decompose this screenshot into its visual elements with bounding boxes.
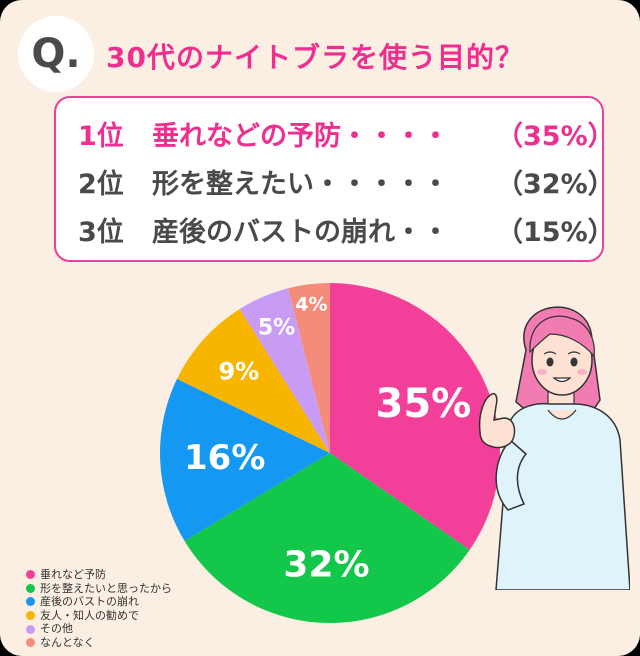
ranking-rank: 3位 bbox=[78, 217, 124, 248]
ranking-percent: （35%） bbox=[496, 121, 615, 152]
question-badge-text: Q. bbox=[31, 31, 81, 77]
chart-legend: 垂れなど予防 形を整えたいと思ったから 産後のバストの崩れ 友人・知人の勧めで その他な… bbox=[26, 568, 172, 650]
ranking-rank: 2位 bbox=[78, 169, 124, 200]
pie-slice-4 bbox=[176, 308, 330, 453]
ranking-label: 産後のバストの崩れ・・ bbox=[152, 217, 449, 248]
ranking-label: 形を整えたい・・・・・ bbox=[152, 169, 449, 200]
pie-slice-1 bbox=[330, 283, 501, 550]
legend-item: 友人・知人の勧めで bbox=[26, 609, 172, 623]
pie-data-label: 4% bbox=[295, 294, 327, 316]
pie-data-label: 35% bbox=[376, 381, 472, 427]
ranking-rank: 1位 bbox=[78, 121, 124, 152]
pie-slice-5 bbox=[239, 288, 330, 453]
legend-label: 形を整えたいと思ったから bbox=[40, 581, 172, 595]
ranking-row-2: 2位 形を整えたい・・・・・ （32%） bbox=[78, 162, 615, 201]
ranking-box: 1位 垂れなどの予防・・・・ （35%） 2位 形を整えたい・・・・・ （32%） … bbox=[54, 96, 615, 262]
question-badge: Q. bbox=[18, 16, 94, 92]
legend-swatch bbox=[26, 583, 35, 593]
pie-data-label: 9% bbox=[218, 357, 259, 385]
legend-swatch bbox=[26, 638, 35, 648]
legend-label: その他 bbox=[40, 622, 73, 636]
legend-label: 友人・知人の勧めで bbox=[40, 608, 139, 622]
legend-swatch bbox=[26, 597, 35, 607]
legend-label: 産後のバストの崩れ bbox=[40, 595, 139, 609]
ranking-percent: （15%） bbox=[496, 217, 615, 248]
pie-slice-2 bbox=[184, 453, 470, 623]
pie-data-label: 5% bbox=[258, 315, 295, 340]
legend-item: 産後のバストの崩れ bbox=[26, 595, 172, 609]
legend-item: なんとなく bbox=[26, 636, 172, 650]
pie-data-label: 16% bbox=[184, 438, 265, 478]
legend-swatch bbox=[26, 624, 35, 634]
ranking-row-3: 3位 産後のバストの崩れ・・ （15%） bbox=[78, 210, 615, 249]
legend-item: 形を整えたいと思ったから bbox=[26, 582, 172, 596]
pie-slice-6 bbox=[288, 283, 330, 453]
legend-swatch bbox=[26, 570, 35, 580]
pie-slice-3 bbox=[160, 378, 330, 542]
legend-label: なんとなく bbox=[40, 635, 95, 649]
ranking-label: 垂れなどの予防・・・・ bbox=[152, 121, 449, 152]
pointing-woman-illustration bbox=[478, 306, 630, 590]
legend-item: 垂れなど予防 bbox=[26, 568, 172, 582]
legend-label: 垂れなど予防 bbox=[40, 568, 106, 581]
pie-data-label: 32% bbox=[283, 545, 369, 586]
page-title: 30代のナイトブラを使う目的？ bbox=[106, 41, 524, 74]
legend-item: その他 bbox=[26, 622, 172, 636]
ranking-row-1: 1位 垂れなどの予防・・・・ （35%） bbox=[78, 114, 615, 153]
legend-swatch bbox=[26, 611, 35, 621]
ranking-percent: （32%） bbox=[496, 169, 615, 200]
